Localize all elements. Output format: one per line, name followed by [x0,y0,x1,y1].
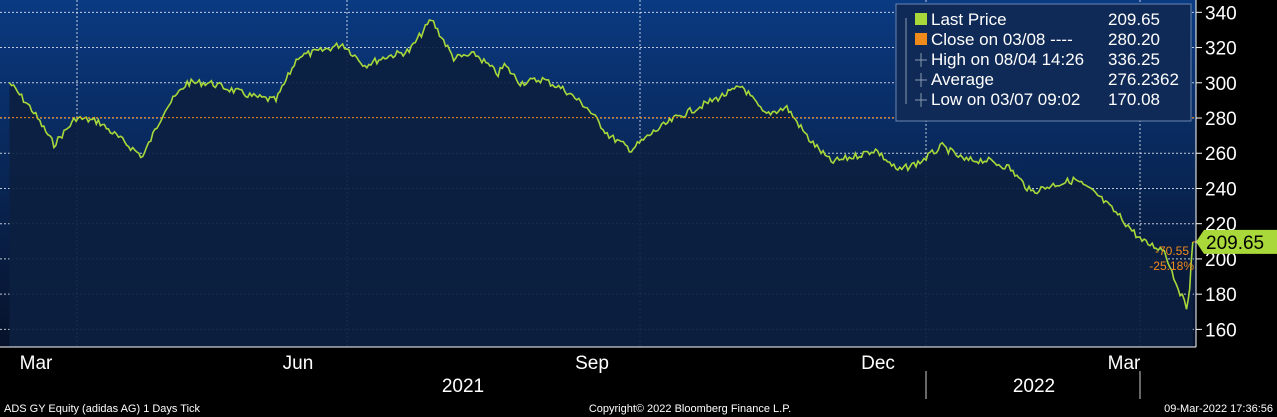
area-fill [9,20,1193,347]
legend-label: Close on 03/08 ---- [931,30,1073,49]
y-tick-label: 300 [1205,74,1237,95]
x-year-label: 2022 [1013,376,1055,397]
y-tick-label: 320 [1205,39,1237,60]
last-value-flag-shape [1196,229,1277,254]
series-area-last-price [9,20,1193,347]
x-tick-label: Mar [1108,353,1141,374]
legend-value: 209.65 [1108,10,1160,29]
y-axis-panel [1196,0,1277,347]
x-axis: Mar Jun Sep Dec Mar 2021 2022 [20,353,1141,399]
legend-label: Low on 03/07 09:02 [931,90,1080,109]
series-line-last-price [8,19,1194,310]
x-tick-label: Jun [283,353,314,374]
y-tick-label: 280 [1205,109,1237,130]
x-tick-label: Dec [861,353,895,374]
x-axis-panel [0,347,1277,399]
y-tick-label: 240 [1205,179,1237,200]
change-pct-label: -25.18% [1149,259,1194,273]
footer-copyright: Copyright© 2022 Bloomberg Finance L.P. [589,403,791,415]
legend-box [895,3,1192,122]
legend-label: Average [931,70,994,89]
footer-left: ADS GY Equity (adidas AG) 1 Days Tick [4,403,201,415]
x-tick-label: Mar [20,353,53,374]
legend-value: 170.08 [1108,90,1160,109]
last-value-flag: 209.65 -70.55 -25.18% [1149,229,1277,273]
x-year-label: 2021 [442,376,484,397]
legend: Last Price 209.65 Close on 03/08 ---- 280.2… [895,3,1192,122]
change-label: -70.55 [1155,244,1189,258]
footer-bar [0,399,1277,417]
legend-label: High on 08/04 14:26 [931,50,1084,69]
y-tick-label: 260 [1205,144,1237,165]
y-tick-label: 180 [1205,285,1237,306]
y-tick-label: 340 [1205,3,1237,24]
legend-value: 336.25 [1108,50,1160,69]
y-tick-label: 200 [1205,250,1237,271]
price-line [8,19,1194,310]
legend-value: 280.20 [1108,30,1160,49]
y-tick-label: 160 [1205,320,1237,341]
legend-swatch [915,13,927,25]
legend-label: Last Price [931,10,1007,29]
x-tick-label: Sep [575,353,609,374]
legend-value: 276.2362 [1108,70,1179,89]
footer-timestamp: 09-Mar-2022 17:36:56 [1164,403,1273,415]
last-value-label: 209.65 [1206,233,1264,254]
legend-swatch [915,33,927,45]
